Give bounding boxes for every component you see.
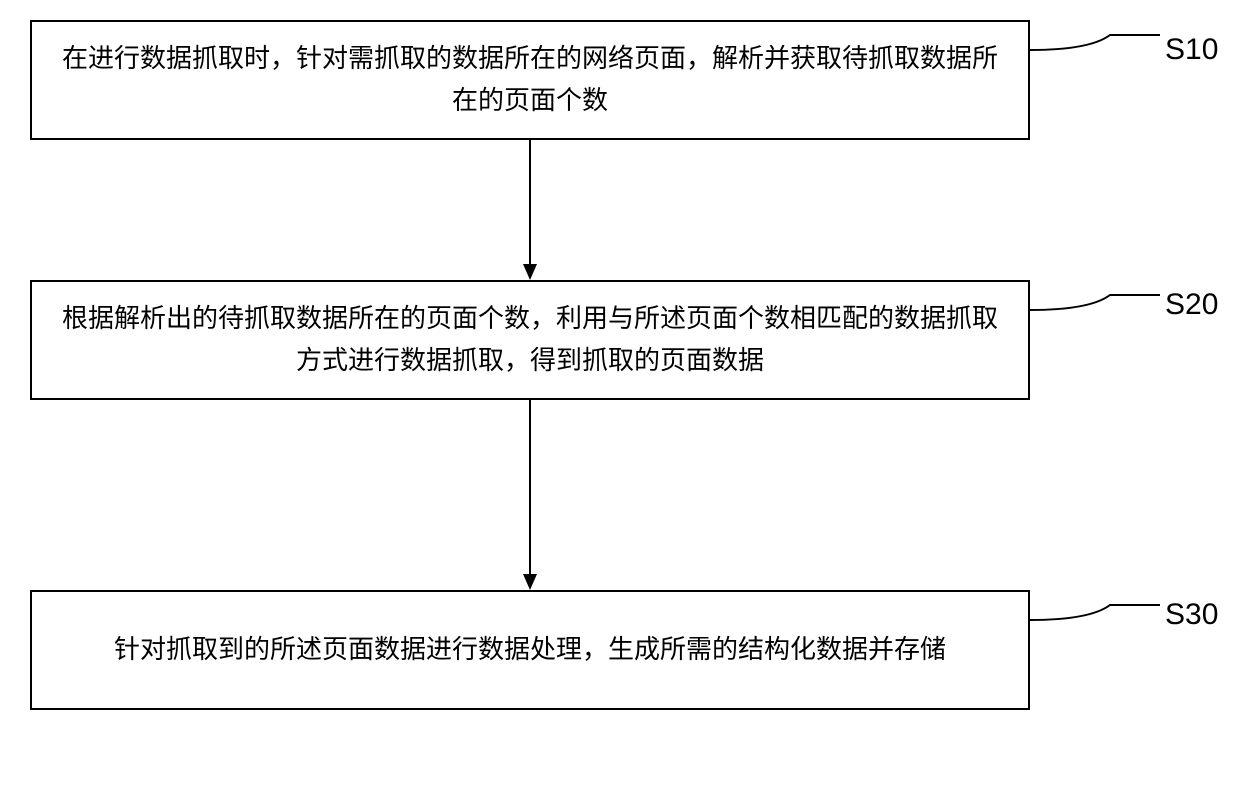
label-connector-s10 <box>1030 20 1165 70</box>
flow-box-s30-text: 针对抓取到的所述页面数据进行数据处理，生成所需的结构化数据并存储 <box>114 629 946 671</box>
step-label-s30: S30 <box>1165 598 1218 632</box>
flow-box-s20: 根据解析出的待抓取数据所在的页面个数，利用与所述页面个数相匹配的数据抓取方式进行… <box>30 280 1030 400</box>
arrow-s20-s30 <box>518 400 542 592</box>
flow-box-s30: 针对抓取到的所述页面数据进行数据处理，生成所需的结构化数据并存储 <box>30 590 1030 710</box>
flowchart-container: 在进行数据抓取时，针对需抓取的数据所在的网络页面，解析并获取待抓取数据所在的页面… <box>0 0 1240 789</box>
step-label-s10: S10 <box>1165 33 1218 67</box>
flow-box-s10-text: 在进行数据抓取时，针对需抓取的数据所在的网络页面，解析并获取待抓取数据所在的页面… <box>62 38 998 121</box>
flow-box-s20-text: 根据解析出的待抓取数据所在的页面个数，利用与所述页面个数相匹配的数据抓取方式进行… <box>62 298 998 381</box>
label-connector-s20 <box>1030 280 1165 330</box>
flow-box-s10: 在进行数据抓取时，针对需抓取的数据所在的网络页面，解析并获取待抓取数据所在的页面… <box>30 20 1030 140</box>
step-label-s20: S20 <box>1165 288 1218 322</box>
arrow-s10-s20 <box>518 140 542 282</box>
label-connector-s30 <box>1030 590 1165 640</box>
